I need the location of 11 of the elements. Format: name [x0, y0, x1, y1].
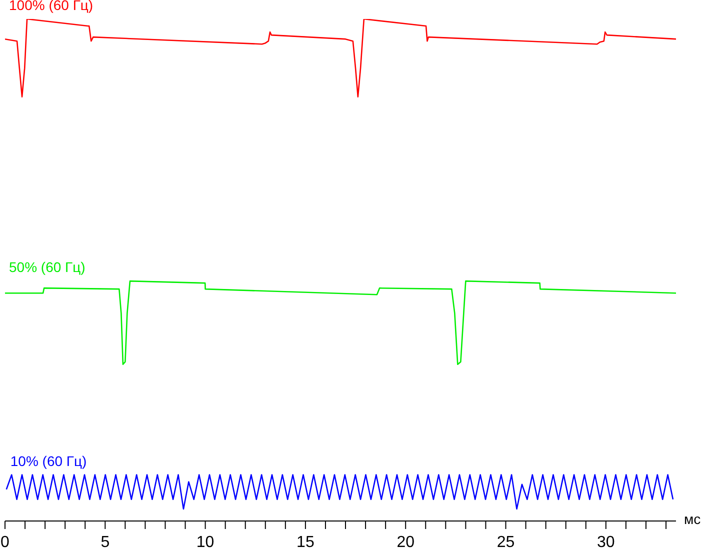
x-tick-label: 5 [100, 534, 110, 551]
series-label: 50% (60 Гц) [9, 259, 86, 276]
x-tick-label: 25 [496, 534, 515, 551]
series-label: 100% (60 Гц) [9, 0, 94, 13]
x-axis-title: мс [684, 511, 701, 527]
x-tick-label: 30 [596, 534, 615, 551]
x-tick-label: 0 [0, 534, 10, 551]
x-tick-label: 10 [196, 534, 214, 551]
x-tick-label: 15 [296, 534, 314, 551]
x-tick-label: 20 [396, 534, 415, 551]
series-label: 10% (60 Гц) [10, 452, 87, 469]
